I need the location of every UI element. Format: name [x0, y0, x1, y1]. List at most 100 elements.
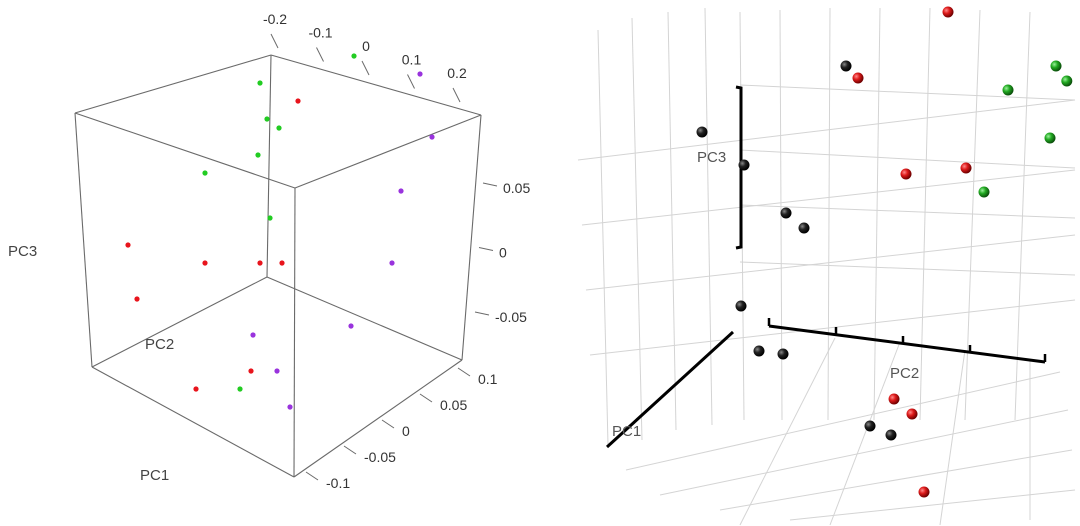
data-point — [942, 6, 954, 18]
right-tick-label: 0.05 — [503, 180, 530, 196]
data-point — [738, 159, 750, 171]
grid-horizontal — [577, 99, 1076, 161]
bottom-tick — [343, 445, 357, 455]
grid-lines — [577, 7, 1076, 526]
top-tick — [407, 74, 415, 89]
data-point — [348, 323, 354, 329]
grid-horizontal — [739, 204, 1076, 219]
bottom-tick-label: -0.1 — [326, 475, 350, 491]
top-tick-label: 0 — [362, 38, 370, 54]
data-point — [255, 152, 261, 158]
grid-floor — [625, 371, 1061, 471]
data-points — [696, 6, 1073, 498]
data-point — [735, 300, 747, 312]
data-point — [257, 260, 263, 266]
data-point — [780, 207, 792, 219]
right-tick-label: 0 — [499, 245, 507, 261]
data-point — [134, 296, 140, 302]
data-point — [885, 429, 897, 441]
grid-horizontal — [739, 84, 1076, 101]
y-axis-title: PC2 — [145, 336, 174, 353]
data-point — [840, 60, 852, 72]
data-point — [798, 222, 810, 234]
grid-vertical — [631, 17, 643, 441]
data-point — [125, 242, 131, 248]
bottom-tick — [419, 393, 433, 403]
grid-vertical — [827, 7, 831, 421]
z-axis-title: PC3 — [8, 243, 37, 260]
y-axis-title: PC2 — [890, 365, 919, 382]
grid-floor — [659, 409, 1069, 496]
data-point — [237, 386, 243, 392]
data-point — [753, 345, 765, 357]
grid-vertical — [667, 11, 677, 431]
right-tick-label: -0.05 — [495, 309, 527, 325]
bottom-tick-label: 0.05 — [440, 397, 467, 413]
data-point — [1050, 60, 1062, 72]
box-edge — [294, 114, 482, 189]
axis-ticks: -0.2 -0.1 0 0.1 0.2 0.05 0 -0.05 0.1 0.05 0 -0.05 -0… — [263, 11, 531, 491]
right-tick — [478, 247, 494, 251]
grid-floor — [829, 341, 901, 526]
y-axis-line — [768, 324, 1046, 364]
plot-box — [74, 54, 482, 478]
data-point — [279, 260, 285, 266]
right-tick — [474, 311, 490, 316]
x-axis-title: PC1 — [612, 423, 641, 440]
grid-floor — [939, 349, 966, 526]
right-3d-scatter: PC3 PC2 PC1 — [577, 6, 1076, 526]
data-point — [429, 134, 435, 140]
data-points — [125, 53, 435, 410]
grid-vertical — [919, 7, 931, 421]
box-edge — [91, 276, 268, 368]
box-edge — [270, 54, 482, 116]
data-point — [696, 126, 708, 138]
bottom-tick-label: 0.1 — [478, 371, 498, 387]
grid-horizontal — [589, 299, 1076, 356]
data-point — [398, 188, 404, 194]
data-point — [248, 368, 254, 374]
bottom-tick — [381, 419, 395, 429]
grid-vertical — [964, 9, 981, 421]
data-point — [417, 71, 423, 77]
box-edge — [266, 54, 272, 278]
data-point — [202, 170, 208, 176]
bottom-tick — [457, 367, 471, 377]
top-tick — [361, 60, 370, 76]
box-edge — [74, 112, 296, 189]
data-point — [918, 486, 930, 498]
box-edge — [293, 359, 463, 478]
data-point — [193, 386, 199, 392]
data-point — [264, 116, 270, 122]
grid-horizontal — [581, 169, 1076, 226]
data-point — [257, 80, 263, 86]
grid-floor — [719, 449, 1073, 511]
data-point — [777, 348, 789, 360]
data-point — [287, 404, 293, 410]
left-3d-scatter: -0.2 -0.1 0 0.1 0.2 0.05 0 -0.05 0.1 0.05 0 -0.05 -0… — [8, 11, 530, 491]
z-axis-title: PC3 — [697, 149, 726, 166]
box-edge — [74, 112, 93, 368]
data-point — [274, 368, 280, 374]
data-point — [351, 53, 357, 59]
top-tick — [452, 87, 461, 103]
top-tick-label: 0.1 — [402, 52, 422, 68]
grid-horizontal — [739, 149, 1076, 169]
x-axis-title: PC1 — [140, 467, 169, 484]
data-point — [888, 393, 900, 405]
grid-vertical — [873, 7, 881, 421]
bottom-tick-label: -0.05 — [364, 449, 396, 465]
data-point — [389, 260, 395, 266]
grid-horizontal — [585, 234, 1076, 291]
data-point — [250, 332, 256, 338]
data-point — [978, 186, 990, 198]
data-point — [906, 408, 918, 420]
x-axis-line — [605, 330, 735, 449]
grid-floor — [739, 337, 836, 526]
box-edge — [293, 187, 296, 478]
box-edge — [461, 114, 482, 361]
grid-vertical — [704, 7, 713, 426]
data-point — [202, 260, 208, 266]
top-tick — [270, 33, 279, 49]
